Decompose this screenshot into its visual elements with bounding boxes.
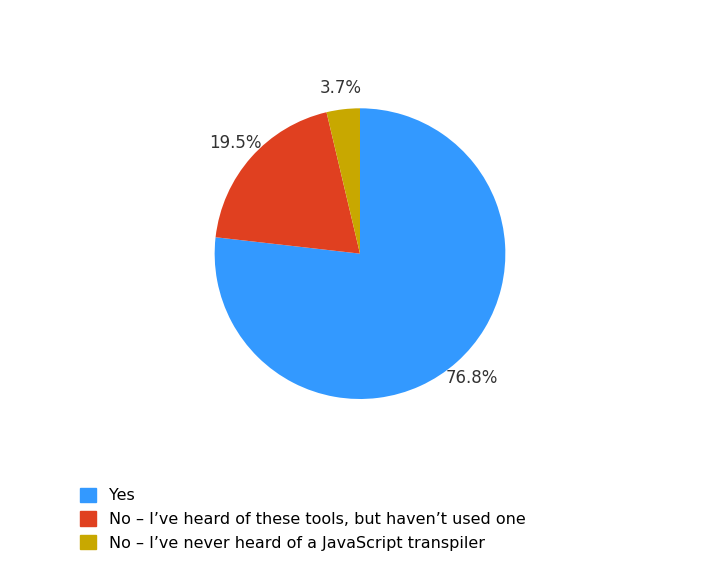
Text: 19.5%: 19.5% bbox=[209, 134, 261, 152]
Wedge shape bbox=[215, 108, 505, 399]
Legend: Yes, No – I’ve heard of these tools, but haven’t used one, No – I’ve never heard: Yes, No – I’ve heard of these tools, but… bbox=[80, 488, 526, 551]
Text: 3.7%: 3.7% bbox=[320, 79, 361, 97]
Wedge shape bbox=[215, 112, 360, 254]
Wedge shape bbox=[326, 108, 360, 254]
Text: 76.8%: 76.8% bbox=[445, 369, 498, 388]
